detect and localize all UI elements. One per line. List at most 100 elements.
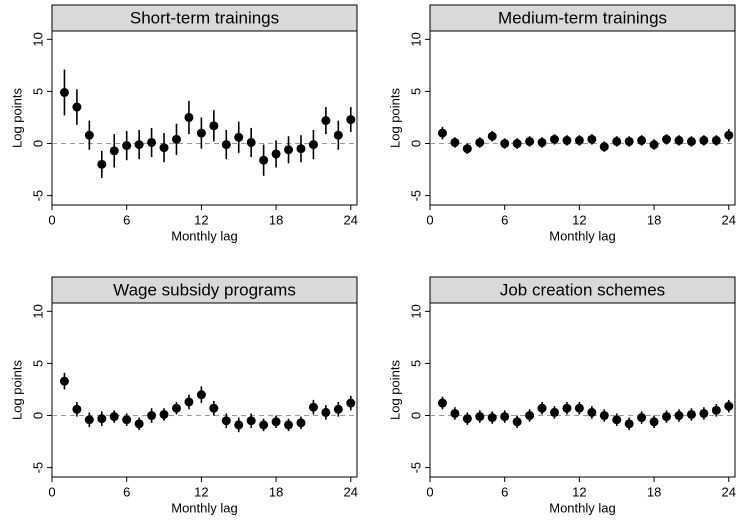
- y-axis-label: Log points: [9, 88, 24, 148]
- point: [59, 87, 69, 97]
- plot-frame: [51, 302, 358, 478]
- point: [209, 403, 219, 413]
- y-tick-label: 0: [408, 412, 423, 419]
- point: [662, 412, 672, 422]
- point: [84, 130, 94, 140]
- point: [487, 413, 497, 423]
- point: [699, 408, 709, 418]
- point: [209, 121, 219, 131]
- point: [234, 420, 244, 430]
- point: [674, 135, 684, 145]
- y-axis-label: Log points: [387, 88, 402, 148]
- point: [271, 417, 281, 427]
- point: [699, 135, 709, 145]
- point: [259, 420, 269, 430]
- x-tick-label: 12: [572, 484, 586, 499]
- point: [122, 415, 132, 425]
- point: [711, 135, 721, 145]
- plot-frame: [429, 302, 736, 478]
- title-box: [429, 276, 736, 304]
- point: [587, 407, 597, 417]
- point: [475, 412, 485, 422]
- point: [171, 403, 181, 413]
- y-tick-label: -5: [30, 462, 45, 474]
- point: [562, 403, 572, 413]
- point: [308, 402, 318, 412]
- x-tick-label: 0: [48, 484, 55, 499]
- y-tick-label: -5: [408, 462, 423, 474]
- point: [549, 134, 559, 144]
- point: [184, 112, 194, 122]
- point: [437, 128, 447, 138]
- point: [134, 419, 144, 429]
- panel-title: Medium-term trainings: [498, 8, 667, 27]
- point: [97, 159, 107, 169]
- y-tick-label: 0: [30, 140, 45, 147]
- point: [333, 130, 343, 140]
- point: [525, 411, 535, 421]
- x-tick-label: 18: [269, 212, 283, 227]
- point: [574, 403, 584, 413]
- point: [674, 411, 684, 421]
- title-box: [51, 276, 358, 304]
- plot-frame: [429, 30, 736, 206]
- point: [649, 140, 659, 150]
- x-tick-label: 12: [572, 212, 586, 227]
- point: [537, 137, 547, 147]
- x-tick-label: 12: [194, 212, 208, 227]
- point: [296, 418, 306, 428]
- point: [637, 413, 647, 423]
- y-tick-label: 10: [30, 304, 45, 318]
- point: [624, 136, 634, 146]
- point: [500, 412, 510, 422]
- x-tick-label: 24: [344, 212, 358, 227]
- x-tick-label: 18: [647, 484, 661, 499]
- point: [450, 408, 460, 418]
- x-tick-label: 6: [123, 212, 130, 227]
- point: [59, 376, 69, 386]
- point: [122, 141, 132, 151]
- point: [599, 411, 609, 421]
- point: [462, 144, 472, 154]
- y-tick-label: 10: [408, 32, 423, 46]
- point: [72, 102, 82, 112]
- point: [171, 134, 181, 144]
- point: [450, 137, 460, 147]
- point: [147, 411, 157, 421]
- point: [234, 132, 244, 142]
- x-tick-label: 24: [722, 484, 736, 499]
- point: [196, 128, 206, 138]
- x-tick-label: 18: [647, 212, 661, 227]
- y-tick-label: -5: [408, 190, 423, 202]
- point: [109, 412, 119, 422]
- point: [662, 134, 672, 144]
- x-tick-label: 12: [194, 484, 208, 499]
- point: [711, 405, 721, 415]
- panel-title: Wage subsidy programs: [113, 280, 296, 299]
- y-tick-label: -5: [30, 190, 45, 202]
- point: [221, 140, 231, 150]
- point: [512, 139, 522, 149]
- x-tick-label: 0: [426, 212, 433, 227]
- point: [487, 131, 497, 141]
- title-box: [429, 4, 736, 32]
- point: [159, 143, 169, 153]
- point: [475, 137, 485, 147]
- point: [724, 130, 734, 140]
- title-box: [51, 4, 358, 32]
- point: [284, 145, 294, 155]
- x-tick-label: 24: [722, 212, 736, 227]
- point: [462, 414, 472, 424]
- point: [271, 149, 281, 159]
- point: [221, 416, 231, 426]
- x-tick-label: 18: [269, 484, 283, 499]
- point: [333, 404, 343, 414]
- point: [500, 139, 510, 149]
- point: [246, 416, 256, 426]
- point: [599, 142, 609, 152]
- y-tick-label: 10: [30, 32, 45, 46]
- panel-title: Job creation schemes: [500, 280, 665, 299]
- point: [562, 135, 572, 145]
- point: [649, 417, 659, 427]
